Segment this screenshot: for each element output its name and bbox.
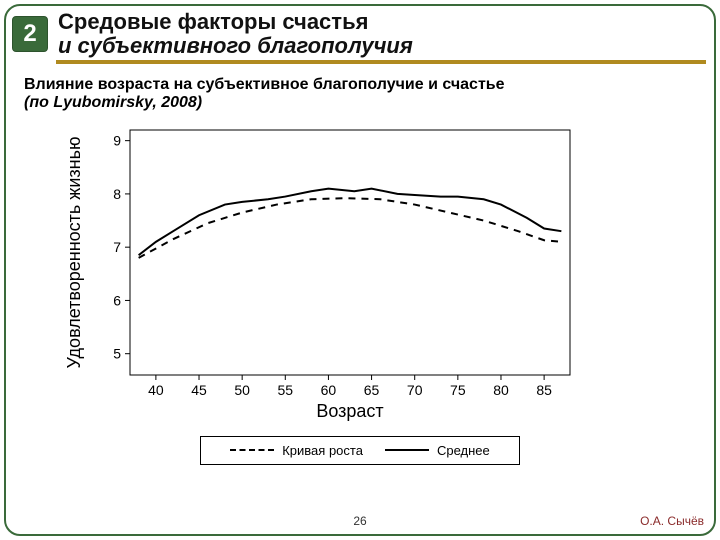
subtitle-main: Влияние возраста на субъективное благопо… xyxy=(24,76,505,93)
legend-item-growth: Кривая роста xyxy=(230,443,363,458)
legend-swatch-dashed xyxy=(230,449,274,451)
svg-text:45: 45 xyxy=(191,382,207,398)
svg-text:7: 7 xyxy=(113,239,121,255)
svg-text:50: 50 xyxy=(234,382,250,398)
svg-text:65: 65 xyxy=(364,382,380,398)
section-number-badge: 2 xyxy=(12,16,48,52)
svg-text:85: 85 xyxy=(536,382,552,398)
author-label: О.А. Сычёв xyxy=(640,514,704,528)
svg-text:9: 9 xyxy=(113,132,121,148)
subtitle: Влияние возраста на субъективное благопо… xyxy=(6,64,714,116)
page-number: 26 xyxy=(6,514,714,528)
svg-text:80: 80 xyxy=(493,382,509,398)
legend-label-growth: Кривая роста xyxy=(282,443,363,458)
svg-text:Удовлетворенность жизнью: Удовлетворенность жизнью xyxy=(64,136,84,368)
svg-text:5: 5 xyxy=(113,345,121,361)
slide-title: Средовые факторы счастья и субъективного… xyxy=(58,10,413,58)
svg-text:70: 70 xyxy=(407,382,423,398)
legend-item-mean: Среднее xyxy=(385,443,490,458)
svg-text:Возраст: Возраст xyxy=(316,401,383,421)
svg-text:60: 60 xyxy=(321,382,337,398)
svg-text:40: 40 xyxy=(148,382,164,398)
line-chart: 5 6 7 8 9 40 45 50 55 60 65 70 75 80 85 Возраст Удовлетв… xyxy=(60,120,590,430)
svg-text:55: 55 xyxy=(278,382,294,398)
header: 2 Средовые факторы счастья и субъективно… xyxy=(6,6,714,60)
legend: Кривая роста Среднее xyxy=(200,436,520,465)
subtitle-source: (по Lyubomirsky, 2008) xyxy=(24,94,202,111)
chart-container: 5 6 7 8 9 40 45 50 55 60 65 70 75 80 85 Возраст Удовлетв… xyxy=(60,120,660,465)
legend-swatch-solid xyxy=(385,449,429,451)
svg-text:8: 8 xyxy=(113,185,121,201)
svg-text:75: 75 xyxy=(450,382,466,398)
slide-frame: 2 Средовые факторы счастья и субъективно… xyxy=(4,4,716,536)
title-line-1: Средовые факторы счастья xyxy=(58,10,413,34)
svg-text:6: 6 xyxy=(113,292,121,308)
legend-label-mean: Среднее xyxy=(437,443,490,458)
title-line-2: и субъективного благополучия xyxy=(58,34,413,58)
